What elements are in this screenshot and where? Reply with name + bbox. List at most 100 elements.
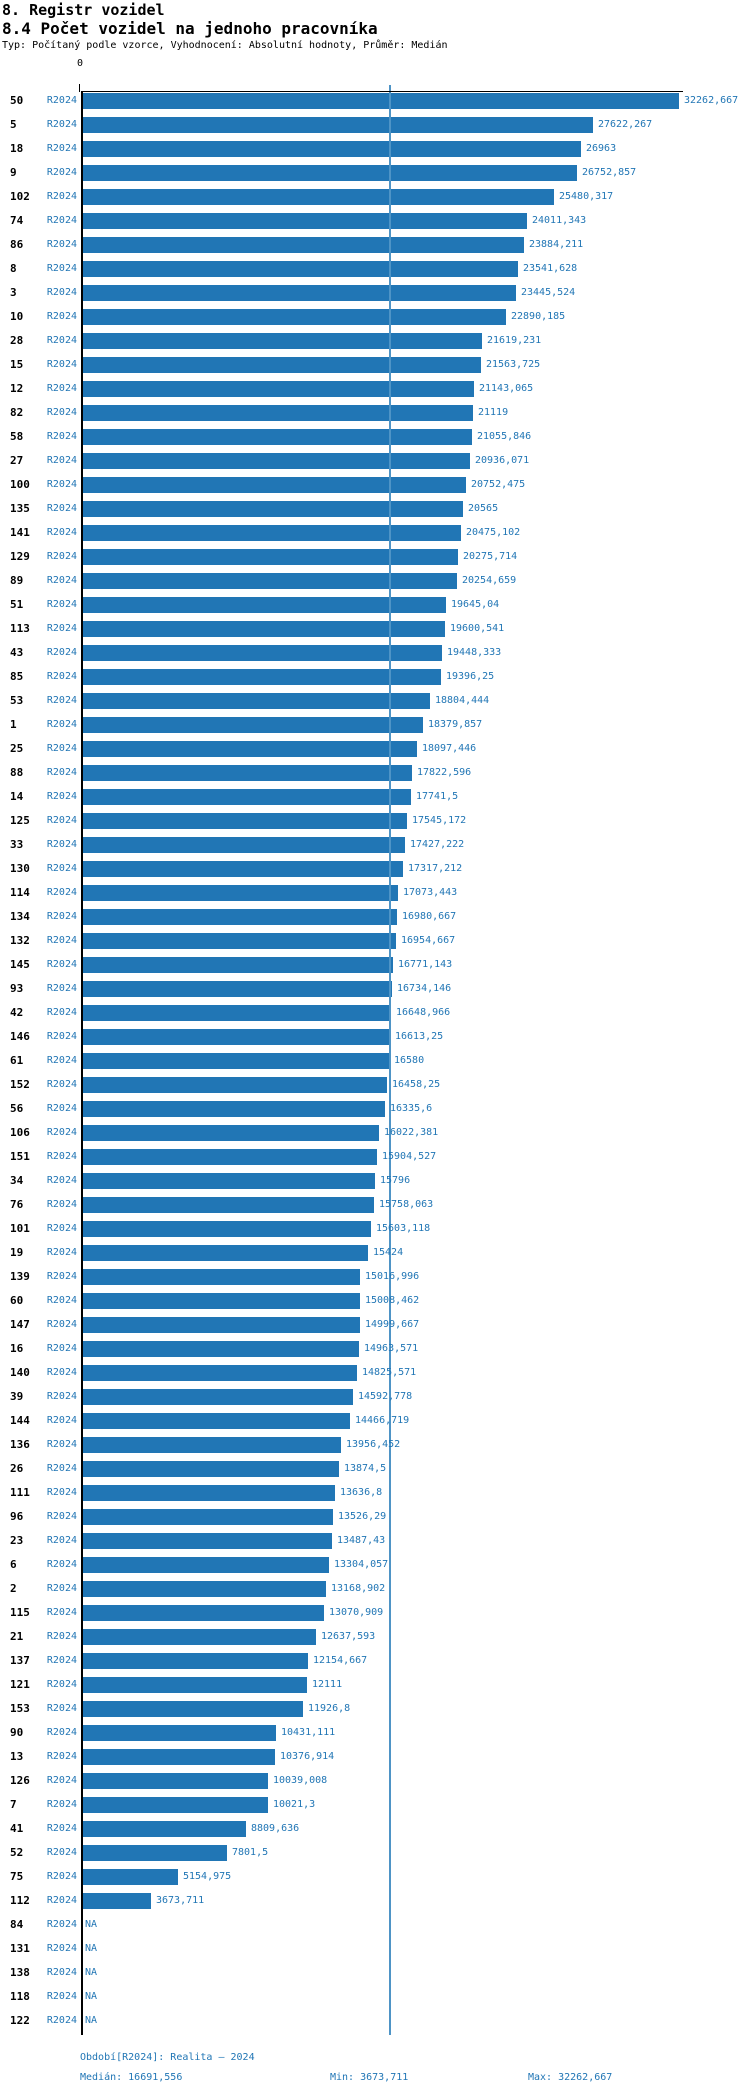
x-axis-zero-tick-label: 0: [76, 58, 84, 69]
chart-row: 89 R2024 20254,659: [0, 573, 750, 589]
chart-row: 141 R2024 20475,102: [0, 525, 750, 541]
bar: [83, 93, 679, 109]
row-id-label: 1: [10, 718, 17, 731]
row-period-label: R2024: [46, 1007, 77, 1018]
row-period-label: R2024: [46, 767, 77, 778]
row-id-label: 147: [10, 1318, 30, 1331]
chart-row: 50 R2024 32262,667: [0, 93, 750, 109]
row-period-label: R2024: [46, 1991, 77, 2002]
row-period-label: R2024: [46, 1199, 77, 1210]
bar-value-label: 5154,975: [183, 1871, 232, 1882]
bar: [83, 1461, 339, 1477]
row-id-label: 3: [10, 286, 17, 299]
bar: [83, 621, 445, 637]
row-period-label: R2024: [46, 239, 77, 250]
bar: [83, 1053, 389, 1069]
chart-row: 88 R2024 17822,596: [0, 765, 750, 781]
row-period-label: R2024: [46, 359, 77, 370]
chart-row: 112 R2024 3673,711: [0, 1893, 750, 1909]
row-period-label: R2024: [46, 191, 77, 202]
bar: [83, 1077, 387, 1093]
row-period-label: R2024: [46, 2015, 77, 2026]
footer-max: Max: 32262,667: [528, 2072, 613, 2083]
bar-value-label: 20936,071: [475, 455, 530, 466]
row-id-label: 89: [10, 574, 24, 587]
chart-row: 5 R2024 27622,267: [0, 117, 750, 133]
chart-row: 52 R2024 7801,5: [0, 1845, 750, 1861]
chart-row: 2 R2024 13168,902: [0, 1581, 750, 1597]
row-period-label: R2024: [46, 719, 77, 730]
bar-value-label: 13526,29: [338, 1511, 387, 1522]
row-id-label: 106: [10, 1126, 30, 1139]
chart-row: 111 R2024 13636,8: [0, 1485, 750, 1501]
bar: [83, 261, 518, 277]
chart-row: 3 R2024 23445,524: [0, 285, 750, 301]
bar: [83, 1797, 268, 1813]
row-id-label: 138: [10, 1966, 30, 1979]
row-period-label: R2024: [46, 1727, 77, 1738]
row-period-label: R2024: [46, 1055, 77, 1066]
row-id-label: 33: [10, 838, 24, 851]
row-id-label: 118: [10, 1990, 30, 2003]
chart-row: 85 R2024 19396,25: [0, 669, 750, 685]
bar-value-label: 17427,222: [410, 839, 465, 850]
bar-value-label: 18804,444: [435, 695, 490, 706]
row-period-label: R2024: [46, 1943, 77, 1954]
bar: [83, 1149, 377, 1165]
row-id-label: 140: [10, 1366, 30, 1379]
bar-value-label: 23541,628: [523, 263, 578, 274]
bar-value-label: 13874,5: [344, 1463, 387, 1474]
bar: [83, 1197, 374, 1213]
bar-value-label: 14466,719: [355, 1415, 410, 1426]
bar: [83, 1725, 276, 1741]
bar: [83, 1293, 360, 1309]
bar-value-label: 22890,185: [511, 311, 566, 322]
bar: [83, 1653, 308, 1669]
bar-value-label: 8809,636: [251, 1823, 300, 1834]
row-id-label: 85: [10, 670, 24, 683]
chart-title: 8.4 Počet vozidel na jednoho pracovníka: [2, 19, 378, 38]
chart-row: 86 R2024 23884,211: [0, 237, 750, 253]
bar-value-label: 17822,596: [417, 767, 472, 778]
bar: [83, 1701, 303, 1717]
row-period-label: R2024: [46, 1967, 77, 1978]
chart-row: 58 R2024 21055,846: [0, 429, 750, 445]
chart-row: 96 R2024 13526,29: [0, 1509, 750, 1525]
chart-row: 132 R2024 16954,667: [0, 933, 750, 949]
bar-value-label: 17317,212: [408, 863, 463, 874]
row-id-label: 14: [10, 790, 24, 803]
row-period-label: R2024: [46, 1127, 77, 1138]
row-period-label: R2024: [46, 599, 77, 610]
x-axis-line: [81, 91, 683, 92]
chart-row: 125 R2024 17545,172: [0, 813, 750, 829]
bar-value-label: 12154,667: [313, 1655, 368, 1666]
row-period-label: R2024: [46, 311, 77, 322]
bar-value-label: 16613,25: [395, 1031, 444, 1042]
row-period-label: R2024: [46, 431, 77, 442]
chart-row: 12 R2024 21143,065: [0, 381, 750, 397]
row-id-label: 88: [10, 766, 24, 779]
bar: [83, 1413, 350, 1429]
footer-period: Období[R2024]: Realita – 2024: [80, 2052, 255, 2063]
row-id-label: 84: [10, 1918, 24, 1931]
bar: [83, 285, 516, 301]
bar: [83, 1557, 329, 1573]
chart-row: 122 R2024 NA: [0, 2013, 750, 2029]
row-period-label: R2024: [46, 143, 77, 154]
row-period-label: R2024: [46, 791, 77, 802]
bar-value-label: 16771,143: [398, 959, 453, 970]
row-id-label: 86: [10, 238, 24, 251]
bar: [83, 1101, 385, 1117]
chart-row: 1 R2024 18379,857: [0, 717, 750, 733]
row-id-label: 18: [10, 142, 24, 155]
chart-row: 129 R2024 20275,714: [0, 549, 750, 565]
chart-row: 140 R2024 14825,571: [0, 1365, 750, 1381]
bar: [83, 1629, 316, 1645]
row-period-label: R2024: [46, 1223, 77, 1234]
chart-row: 13 R2024 10376,914: [0, 1749, 750, 1765]
row-id-label: 146: [10, 1030, 30, 1043]
bar-value-label: 11926,8: [308, 1703, 351, 1714]
bar: [83, 213, 527, 229]
chart-row: 19 R2024 15424: [0, 1245, 750, 1261]
bar: [83, 645, 442, 661]
